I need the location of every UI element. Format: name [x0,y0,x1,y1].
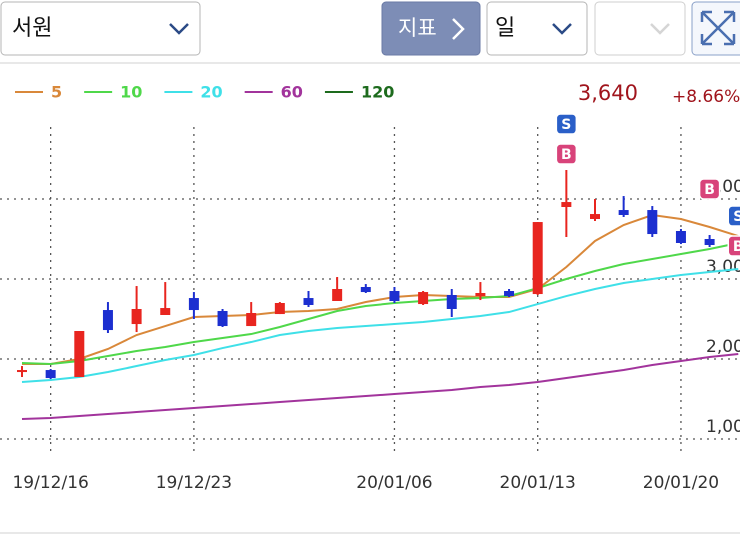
period-label: 일 [495,16,515,41]
chevron [452,18,465,40]
ma-line [22,213,739,366]
y-tick-label: 3,000 [706,257,740,277]
candle-body [131,309,142,325]
expand-icon [700,10,736,46]
candle-body [389,291,400,301]
signal-label: B [561,147,572,163]
signal-label: B [704,182,715,198]
candle-body [532,222,543,295]
signal-badge [698,178,721,200]
candle-body [303,298,314,305]
signal-badge [555,113,578,135]
dropdown-arrow [552,23,572,35]
change-rate: +8.66% [672,87,740,107]
signal-label: S [561,117,571,133]
period-dropdown[interactable] [486,1,588,56]
stock-dropdown[interactable] [0,1,201,56]
candle-body [188,298,199,311]
signal-label: S [733,209,740,225]
candle-body [504,291,515,297]
legend-label: 60 [281,83,303,102]
candle-body [74,331,85,377]
ma-line [21,268,739,384]
candle-body [590,214,600,219]
candle-body [360,287,371,293]
candle-body [160,308,171,315]
stock-name: 서원 [12,16,52,41]
ma-line [21,242,739,366]
indicator-button[interactable] [381,1,481,56]
x-tick-label: 19/12/16 [12,473,88,493]
signal-badge [727,205,740,227]
y-tick-label: 1,000 [706,417,740,437]
candle-body [446,295,457,309]
candle-body [704,239,715,245]
candle-body [618,210,629,215]
ma-line [21,353,739,420]
candle-body [17,370,27,373]
indicator-label: 지표 [398,16,437,40]
candle-body [217,311,228,327]
candle-body [274,303,285,315]
candle-body [45,370,56,379]
dropdown-arrow [169,23,189,35]
legend-label: 120 [361,83,394,102]
signal-badge [727,235,740,257]
candle-body [475,293,486,297]
x-tick-label: 20/01/20 [643,473,719,493]
candle-body [675,231,686,243]
empty-dropdown[interactable] [594,1,686,56]
candle-body [647,210,658,235]
legend-label: 20 [200,83,222,102]
signal-badge [555,143,578,165]
x-tick-label: 19/12/23 [156,473,232,493]
dropdown-arrow [650,23,670,35]
x-tick-label: 20/01/06 [356,473,432,493]
price: 3,640 [578,81,638,105]
candle-body [102,310,113,331]
y-tick-label: 2,000 [706,337,740,357]
candle-body [418,292,429,305]
legend-label: 5 [51,83,62,102]
legend-label: 10 [120,83,142,102]
signal-label: B [733,239,740,255]
x-tick-label: 20/01/13 [500,473,576,493]
candle-body [332,289,343,301]
candle-body [246,313,257,327]
candle-body [561,202,572,207]
